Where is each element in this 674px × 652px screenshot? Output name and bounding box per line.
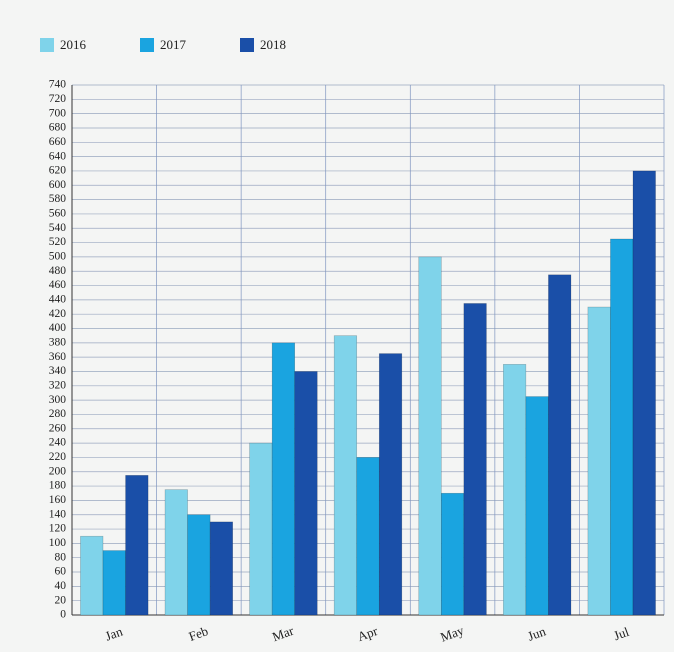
y-tick-label: 560 [49, 208, 67, 220]
x-tick-label: Feb [187, 623, 210, 644]
legend-label: 2017 [160, 37, 187, 52]
y-tick-label: 720 [49, 93, 67, 105]
legend-swatch [240, 38, 254, 52]
y-tick-label: 320 [49, 379, 67, 391]
y-tick-label: 580 [49, 193, 67, 205]
y-tick-label: 40 [55, 580, 67, 592]
x-tick-label: Jan [103, 623, 125, 643]
y-tick-label: 280 [49, 408, 67, 420]
y-tick-label: 460 [49, 279, 67, 291]
bar [525, 396, 549, 616]
y-tick-label: 80 [55, 551, 67, 563]
y-tick-label: 360 [49, 351, 67, 363]
y-tick-label: 480 [49, 265, 67, 277]
y-tick-label: 300 [49, 394, 67, 406]
bar [548, 274, 572, 616]
x-tick-label: Mar [270, 623, 296, 645]
y-tick-label: 0 [60, 609, 66, 621]
y-tick-label: 220 [49, 451, 67, 463]
y-tick-label: 20 [55, 594, 67, 606]
bar [356, 457, 380, 616]
x-tick-label: Jun [526, 623, 549, 643]
bar [378, 353, 403, 616]
y-tick-label: 200 [49, 465, 67, 477]
bar [102, 550, 126, 616]
y-tick-label: 680 [49, 122, 67, 134]
y-tick-label: 140 [49, 508, 67, 520]
bar [418, 256, 442, 616]
bar [80, 535, 104, 616]
bar [610, 238, 634, 616]
bar [187, 514, 211, 616]
y-tick-label: 740 [49, 79, 67, 91]
bar [164, 489, 188, 616]
bar [503, 364, 527, 616]
y-tick-label: 540 [49, 222, 67, 234]
y-tick-label: 180 [49, 480, 67, 492]
y-tick-label: 260 [49, 422, 67, 434]
y-tick-label: 400 [49, 322, 67, 334]
y-tick-label: 120 [49, 523, 67, 535]
legend-swatch [140, 38, 154, 52]
bar [333, 335, 358, 616]
bar [440, 492, 465, 616]
y-tick-label: 240 [49, 437, 67, 449]
legend-label: 2018 [260, 37, 286, 52]
bar [294, 371, 318, 616]
y-tick-label: 60 [55, 566, 67, 578]
legend-swatch [40, 38, 54, 52]
y-tick-label: 340 [49, 365, 67, 377]
y-tick-label: 160 [49, 494, 67, 506]
bar [587, 306, 611, 616]
y-tick-label: 100 [49, 537, 67, 549]
bar [125, 475, 149, 616]
y-tick-label: 620 [49, 165, 67, 177]
x-tick-label: Jul [612, 624, 632, 643]
y-tick-label: 700 [49, 107, 67, 119]
x-tick-label: Apr [355, 623, 380, 644]
legend-label: 2016 [60, 37, 87, 52]
y-tick-label: 500 [49, 251, 67, 263]
bar [463, 303, 487, 616]
y-tick-label: 380 [49, 336, 67, 348]
y-tick-label: 640 [49, 150, 67, 162]
bar [209, 521, 233, 616]
y-tick-label: 520 [49, 236, 67, 248]
y-tick-label: 660 [49, 136, 67, 148]
y-tick-label: 420 [49, 308, 67, 320]
y-tick-label: 440 [49, 294, 67, 306]
bar [632, 170, 656, 616]
bar [249, 442, 273, 616]
y-tick-label: 600 [49, 179, 67, 191]
bar [271, 342, 296, 616]
